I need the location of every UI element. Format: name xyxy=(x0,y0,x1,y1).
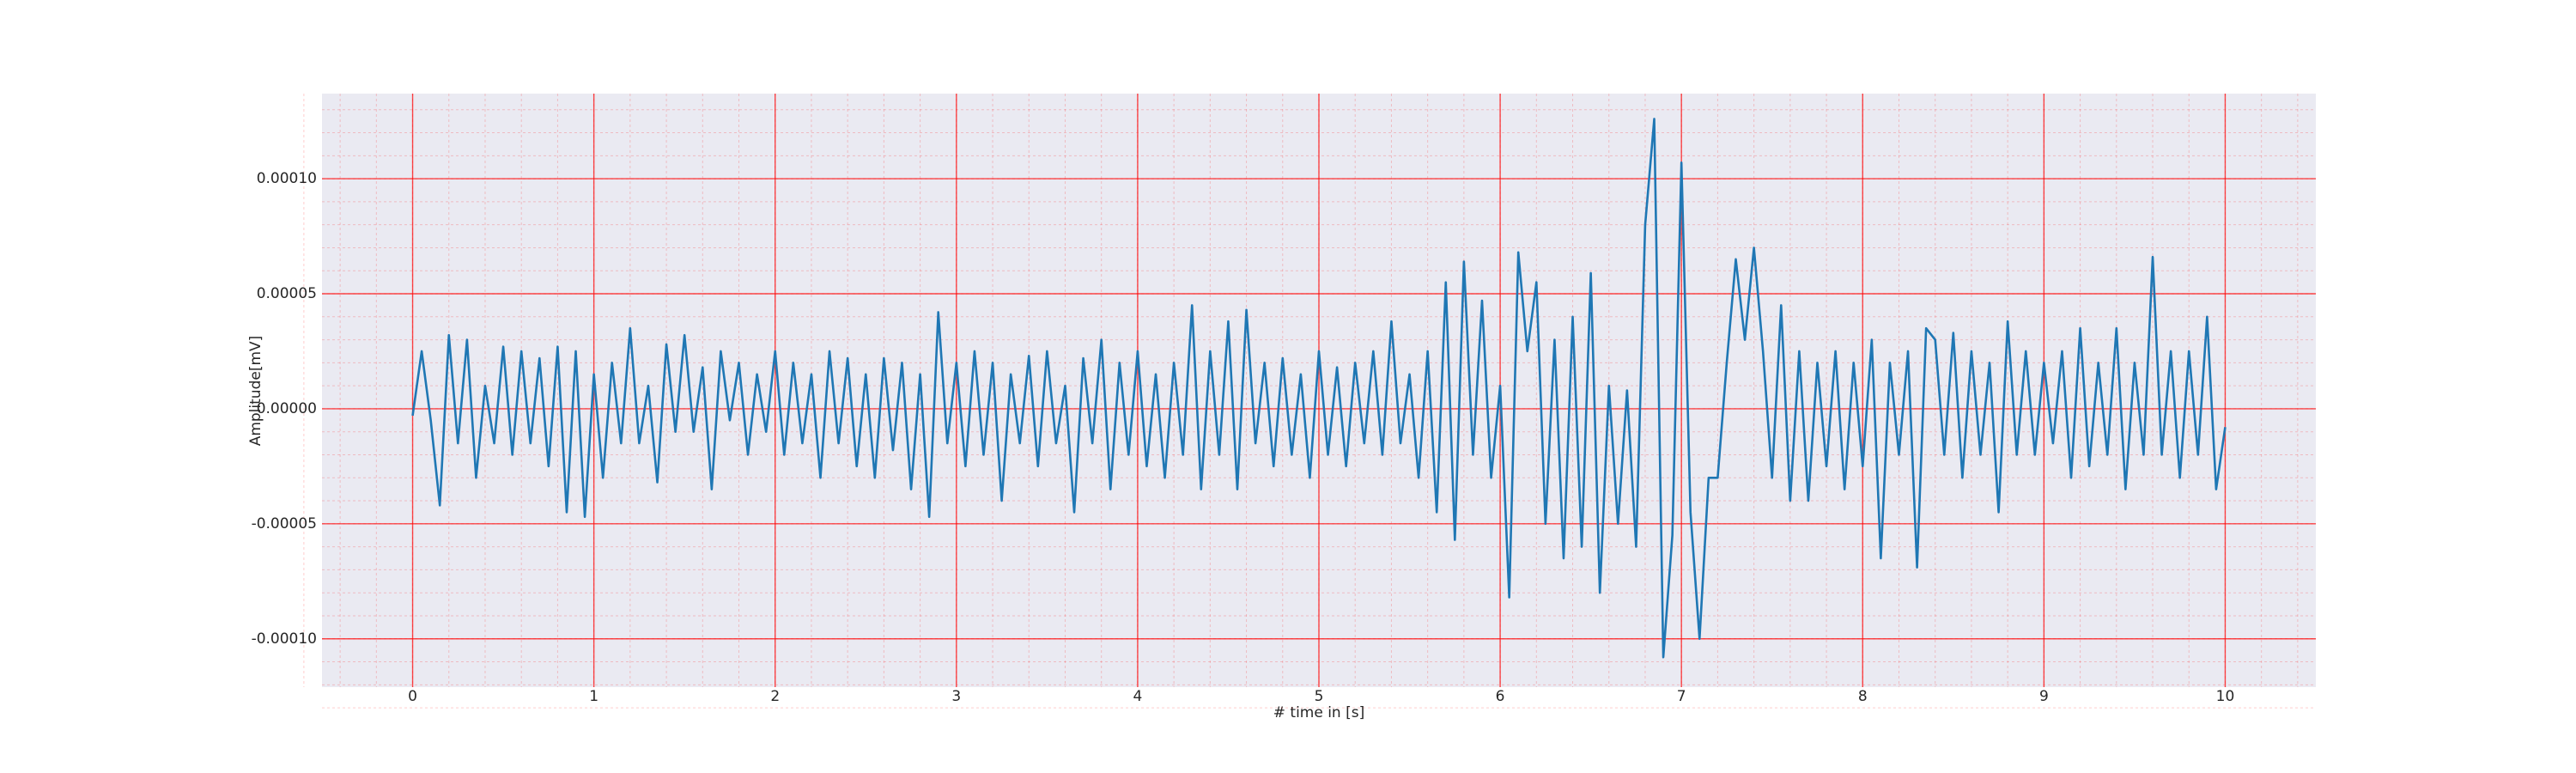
y-tick-label: -0.00010 xyxy=(252,630,317,648)
x-tick-label: 5 xyxy=(1315,688,1324,705)
x-tick-label: 0 xyxy=(408,688,417,705)
x-tick-label: 9 xyxy=(2039,688,2049,705)
x-axis-label: # time in [s] xyxy=(1273,704,1364,721)
x-tick-label: 2 xyxy=(770,688,780,705)
x-tick-label: 10 xyxy=(2216,688,2235,705)
y-tick-label: -0.00005 xyxy=(252,515,317,533)
x-tick-label: 8 xyxy=(1858,688,1868,705)
y-axis-label: Amplitude[mV] xyxy=(247,336,264,447)
y-tick-label: 0.00010 xyxy=(257,170,317,187)
y-tick-label: 0.00000 xyxy=(257,400,317,417)
x-tick-label: 1 xyxy=(589,688,598,705)
x-tick-label: 3 xyxy=(951,688,961,705)
x-tick-label: 4 xyxy=(1133,688,1142,705)
y-tick-label: 0.00005 xyxy=(257,285,317,302)
x-tick-label: 7 xyxy=(1677,688,1686,705)
signal-line xyxy=(411,118,2227,659)
x-tick-label: 6 xyxy=(1496,688,1505,705)
